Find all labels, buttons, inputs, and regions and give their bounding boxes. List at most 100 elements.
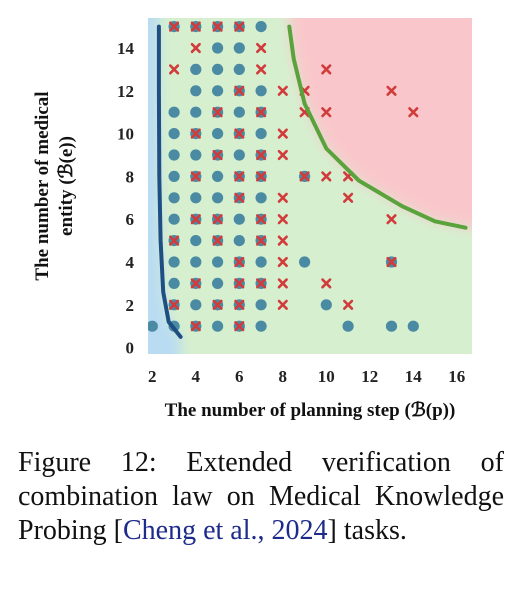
cross-point xyxy=(190,42,201,54)
cross-point xyxy=(386,85,397,96)
circle-point xyxy=(299,256,311,268)
x-tick-label: 6 xyxy=(235,367,244,386)
cross-point xyxy=(256,42,267,54)
cross-point xyxy=(212,149,223,161)
cross-point xyxy=(234,299,245,310)
cross-point xyxy=(277,235,288,246)
cross-point xyxy=(169,64,180,75)
y-tick-label: 14 xyxy=(117,39,135,58)
cross-point xyxy=(190,214,201,225)
circle-point xyxy=(255,320,267,332)
caption-text: Figure 12: Extended verification of comb… xyxy=(18,447,504,546)
circle-point xyxy=(168,106,180,118)
circle-point xyxy=(190,256,202,268)
circle-point xyxy=(190,192,202,204)
cross-point xyxy=(277,214,288,225)
cross-point xyxy=(321,107,332,118)
cross-point xyxy=(234,171,245,182)
circle-point xyxy=(212,256,224,268)
boundary-line-left xyxy=(156,24,183,339)
cross-point xyxy=(277,278,288,289)
circle-point xyxy=(255,85,267,97)
cross-point xyxy=(234,321,245,332)
circle-point xyxy=(212,42,224,54)
cross-point xyxy=(234,128,245,139)
circle-point xyxy=(407,320,419,332)
cross-point xyxy=(277,85,288,96)
y-tick-label: 8 xyxy=(126,167,135,186)
circle-point xyxy=(212,85,224,97)
cross-point xyxy=(256,149,267,161)
circle-point xyxy=(233,42,245,54)
circle-point xyxy=(385,320,398,332)
circle-point xyxy=(212,63,224,75)
circle-point xyxy=(255,299,267,311)
caption-end: ] tasks. xyxy=(327,515,407,546)
cross-point xyxy=(212,214,223,225)
cross-point xyxy=(234,256,245,268)
x-tick-label: 10 xyxy=(318,367,335,386)
cross-point xyxy=(277,256,288,268)
circle-point xyxy=(190,63,202,75)
circle-point xyxy=(212,192,224,204)
circle-point xyxy=(342,320,354,332)
cross-point xyxy=(321,171,332,182)
data-marks xyxy=(148,21,419,332)
cross-point xyxy=(386,256,397,268)
region-right xyxy=(289,18,472,228)
circle-point xyxy=(255,128,267,140)
cross-point xyxy=(190,278,201,289)
cross-point xyxy=(277,192,288,203)
x-tick-label: 12 xyxy=(361,367,378,386)
y-tick-label: 10 xyxy=(117,125,134,144)
circle-point xyxy=(190,299,202,311)
cross-point xyxy=(408,107,419,118)
circle-point xyxy=(168,256,180,268)
cross-point xyxy=(321,64,332,75)
y-axis-label-line1: The number of medical xyxy=(32,91,53,280)
cross-point xyxy=(256,278,267,289)
y-axis-ticks: 0 2 4 6 8 10 12 14 xyxy=(117,39,135,358)
circle-point xyxy=(190,149,202,161)
circle-point xyxy=(255,256,267,268)
cross-point xyxy=(256,235,267,246)
cross-point xyxy=(277,299,288,310)
cross-point xyxy=(277,128,288,139)
circle-point xyxy=(168,277,180,289)
cross-point xyxy=(321,278,332,289)
circle-point xyxy=(168,128,180,140)
cross-point xyxy=(169,299,180,310)
cross-point xyxy=(190,21,201,32)
circle-point xyxy=(233,235,245,247)
x-tick-label: 4 xyxy=(192,367,201,386)
cross-point xyxy=(190,128,201,139)
cross-point xyxy=(256,107,267,118)
cross-point xyxy=(190,171,201,182)
y-axis-label-line2: entity (ℬ(e)) xyxy=(56,136,77,236)
cross-point xyxy=(169,235,180,246)
cross-point xyxy=(212,235,223,246)
x-axis-ticks: 2 4 6 8 10 12 14 16 xyxy=(148,367,465,386)
circle-point xyxy=(212,128,224,140)
circle-point xyxy=(212,170,224,182)
cross-point xyxy=(234,85,245,96)
circle-point xyxy=(190,85,202,97)
region-left xyxy=(148,18,181,354)
circle-point xyxy=(168,170,180,182)
figure-caption: Figure 12: Extended verification of comb… xyxy=(18,446,504,548)
citation-link[interactable]: Cheng et al., 2024 xyxy=(123,515,328,546)
cross-point xyxy=(386,214,397,225)
y-tick-label: 12 xyxy=(117,82,134,101)
cross-point xyxy=(169,21,180,32)
cross-point xyxy=(299,171,310,182)
circle-point xyxy=(233,213,245,225)
circle-point xyxy=(233,149,245,161)
circle-point xyxy=(255,192,267,204)
circle-point xyxy=(233,106,245,118)
cross-point xyxy=(343,192,354,203)
circle-point xyxy=(168,149,180,161)
circle-point xyxy=(255,21,267,33)
circle-point xyxy=(190,106,202,118)
circle-point xyxy=(212,320,224,332)
y-tick-label: 6 xyxy=(126,210,135,229)
